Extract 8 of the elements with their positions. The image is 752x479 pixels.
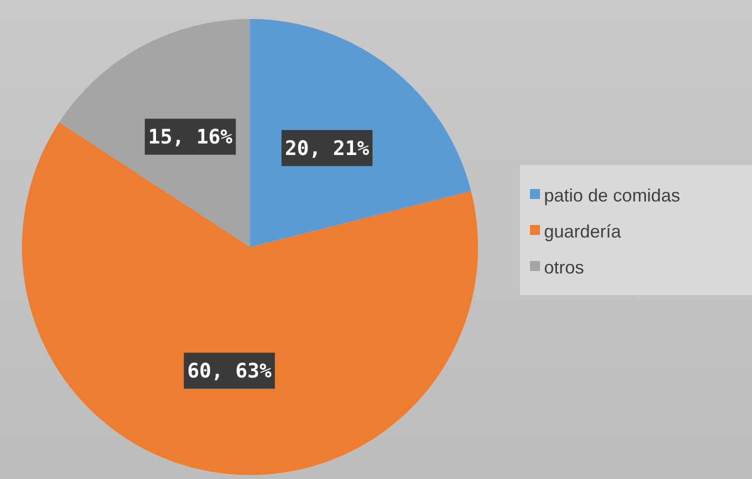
legend-label: patio de comidas [544, 185, 680, 206]
pie-slice [250, 19, 472, 247]
pie-slice [22, 122, 478, 475]
data-label: 60, 63% [187, 358, 272, 383]
data-label: 15, 16% [148, 124, 232, 149]
data-label: 20, 21% [284, 136, 370, 160]
legend-label: otros [544, 257, 584, 278]
legend-label: guardería [544, 221, 622, 242]
